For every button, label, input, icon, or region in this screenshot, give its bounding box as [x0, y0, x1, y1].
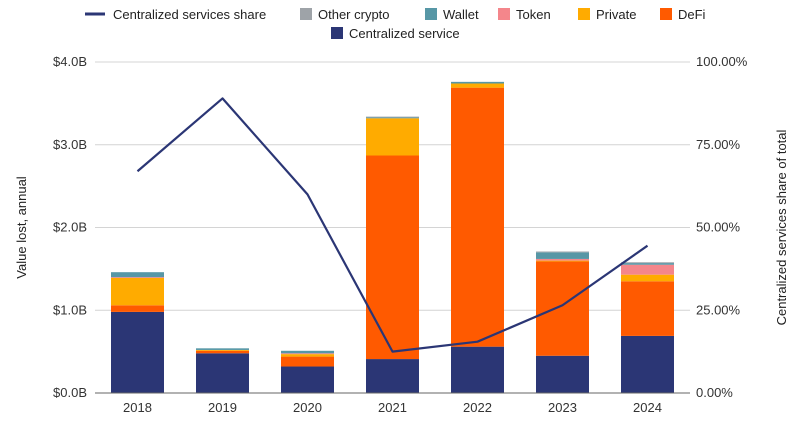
y-tick-label: $4.0B	[53, 54, 87, 69]
legend-label: Other crypto	[318, 7, 390, 22]
bar-defi-2020	[281, 356, 334, 367]
bar-defi-2022	[451, 87, 504, 347]
x-tick-label: 2021	[378, 400, 407, 415]
bar-private-2024	[621, 274, 674, 282]
bar-token-2024	[621, 264, 674, 275]
bar-centralized-service-2020	[281, 366, 334, 393]
bar-wallet-2022	[451, 81, 504, 84]
bar-other-crypto-2021	[366, 116, 419, 118]
bar-wallet-2019	[196, 348, 249, 350]
bar-defi-2023	[536, 261, 589, 356]
bar-wallet-2024	[621, 263, 674, 265]
legend-label: Token	[516, 7, 551, 22]
bar-defi-2019	[196, 350, 249, 354]
y-tick-label: $0.0B	[53, 385, 87, 400]
bar-private-2021	[366, 118, 419, 156]
y2-tick-label: 0.00%	[696, 385, 733, 400]
x-tick-label: 2020	[293, 400, 322, 415]
y2-tick-label: 50.00%	[696, 220, 741, 235]
y2-tick-label: 25.00%	[696, 302, 741, 317]
x-tick-label: 2022	[463, 400, 492, 415]
x-axis-ticks: 2018 2019 2020 2021 2022 2023 2024	[123, 400, 662, 415]
legend: Centralized services share Other crypto Wa…	[85, 7, 706, 41]
legend-label: Private	[596, 7, 636, 22]
bar-wallet-2020	[281, 350, 334, 354]
right-axis-ticks: 0.00% 25.00% 50.00% 75.00% 100.00%	[696, 54, 748, 400]
bar-centralized-service-2019	[196, 353, 249, 393]
x-tick-label: 2018	[123, 400, 152, 415]
legend-label: DeFi	[678, 7, 706, 22]
bar-private-2023	[536, 260, 589, 262]
y2-tick-label: 100.00%	[696, 54, 748, 69]
bar-centralized-service-2023	[536, 355, 589, 393]
legend-label: Wallet	[443, 7, 479, 22]
y-tick-label: $2.0B	[53, 220, 87, 235]
legend-swatch	[578, 8, 590, 20]
bar-other-crypto-2024	[621, 262, 674, 264]
bar-wallet-2018	[111, 272, 164, 278]
bar-wallet-2021	[366, 117, 419, 119]
x-tick-label: 2024	[633, 400, 662, 415]
bar-defi-2021	[366, 155, 419, 360]
legend-swatch	[300, 8, 312, 20]
legend-swatch	[331, 27, 343, 39]
bar-private-2020	[281, 354, 334, 357]
bar-centralized-service-2022	[451, 346, 504, 393]
bar-private-2019	[196, 349, 249, 351]
bar-wallet-2023	[536, 252, 589, 259]
bar-defi-2024	[621, 281, 674, 336]
bar-centralized-service-2024	[621, 335, 674, 393]
bar-private-2018	[111, 277, 164, 306]
y2-axis-title: Centralized services share of total	[774, 129, 789, 325]
legend-label: Centralized service	[349, 26, 460, 41]
bar-centralized-service-2018	[111, 311, 164, 393]
x-tick-label: 2023	[548, 400, 577, 415]
bar-other-crypto-2023	[536, 251, 589, 253]
y2-tick-label: 75.00%	[696, 137, 741, 152]
bar-token-2023	[536, 258, 589, 261]
y-tick-label: $1.0B	[53, 302, 87, 317]
x-tick-label: 2019	[208, 400, 237, 415]
bar-token-2020	[281, 353, 334, 355]
bar-private-2022	[451, 83, 504, 88]
bar-series	[111, 81, 674, 393]
y-axis-title: Value lost, annual	[14, 176, 29, 278]
bar-centralized-service-2021	[366, 359, 419, 393]
legend-swatch	[425, 8, 437, 20]
legend-swatch	[498, 8, 510, 20]
legend-swatch	[660, 8, 672, 20]
left-axis-ticks: $0.0B $1.0B $2.0B $3.0B $4.0B	[53, 54, 87, 400]
y-tick-label: $3.0B	[53, 137, 87, 152]
bar-token-2018	[111, 277, 164, 278]
share-line-layer	[136, 97, 649, 353]
bar-defi-2018	[111, 305, 164, 312]
legend-label: Centralized services share	[113, 7, 266, 22]
